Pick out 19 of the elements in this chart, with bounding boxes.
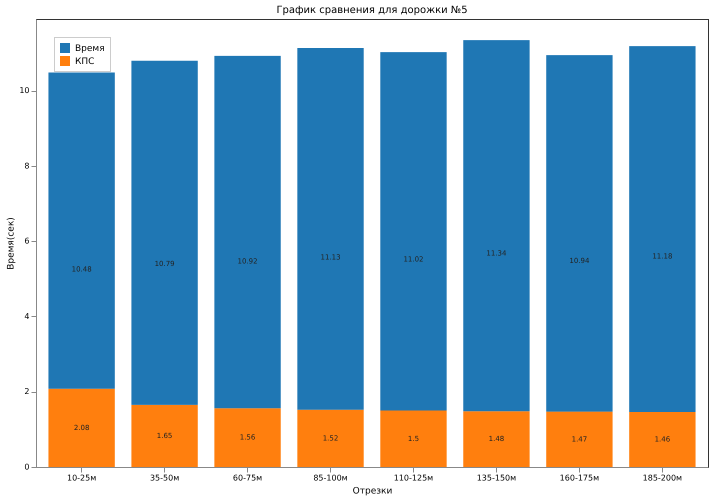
- x-tick-label: 110-125м: [394, 474, 434, 482]
- y-tick-label: 6: [24, 236, 30, 246]
- y-axis-title: Время(сек): [6, 217, 16, 270]
- y-tick-label: 10: [19, 86, 30, 96]
- x-tick-label: 35-50м: [150, 474, 180, 482]
- x-tick-label: 160-175м: [560, 474, 600, 482]
- x-tick-label: 185-200м: [642, 474, 682, 482]
- x-tick-label: 85-100м: [313, 474, 348, 482]
- x-tick-label: 10-25м: [66, 474, 96, 482]
- legend-label: Время: [75, 44, 105, 54]
- y-tick-label: 4: [24, 312, 30, 321]
- y-tick-label: 2: [24, 387, 30, 396]
- y-tick-label: 8: [24, 161, 30, 170]
- x-axis-title: Отрезки: [352, 486, 392, 496]
- chart-title: График сравнения для дорожки №5: [276, 5, 468, 16]
- y-tick-label: 0: [24, 462, 30, 472]
- legend-label: КПС: [75, 57, 94, 67]
- x-tick-label: 135-150м: [476, 474, 516, 482]
- x-tick-label: 60-75м: [232, 474, 262, 482]
